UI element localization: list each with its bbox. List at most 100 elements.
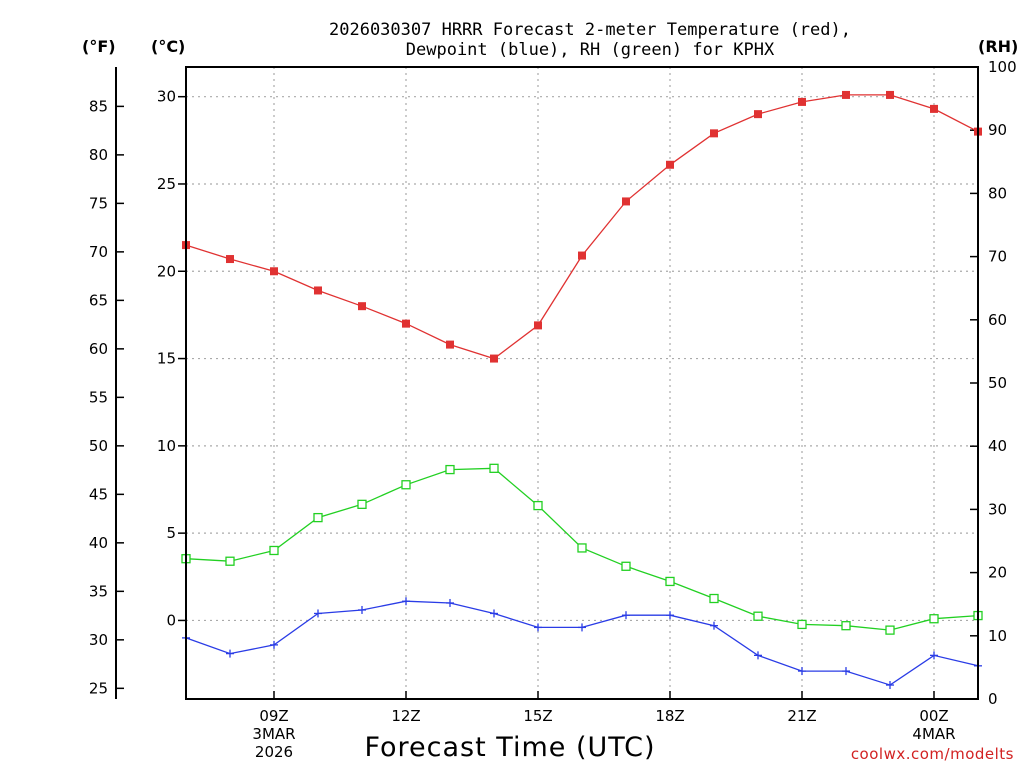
dewpoint-point	[930, 651, 938, 660]
fahrenheit-tick-label: 25	[89, 679, 108, 697]
celsius-tick-label: 5	[166, 524, 176, 542]
rh-tick-label: 50	[988, 374, 1007, 392]
fahrenheit-tick-label: 70	[89, 243, 108, 261]
dewpoint-point	[578, 623, 586, 632]
celsius-tick-label: 30	[157, 88, 176, 106]
rh-point	[929, 614, 939, 624]
rh-tick-label: 100	[988, 58, 1017, 76]
rh-point	[357, 499, 367, 509]
rh-point	[621, 561, 631, 571]
rh-tick-label: 70	[988, 248, 1007, 266]
x-tick-label: 12Z	[391, 707, 420, 725]
x-axis-title: Forecast Time (UTC)	[364, 732, 656, 763]
celsius-tick-label: 25	[157, 175, 176, 193]
rh-tick-label: 20	[988, 564, 1007, 582]
rh-point	[533, 500, 543, 511]
plot-frame	[185, 66, 979, 700]
x-tick-label: 00Z	[919, 707, 948, 725]
dewpoint-point	[666, 611, 674, 620]
dewpoint-point	[886, 681, 894, 690]
temperature-point	[842, 90, 850, 99]
dewpoint-point	[842, 667, 850, 676]
fahrenheit-tick-label: 30	[89, 631, 108, 649]
rh-unit-label: (RH)	[978, 37, 1019, 56]
rh-tick-label: 60	[988, 311, 1007, 329]
rh-point	[269, 545, 279, 556]
temperature-point	[798, 97, 806, 106]
x-tick-label: 09Z	[259, 707, 288, 725]
rh-point	[665, 576, 675, 587]
dewpoint-point	[402, 597, 410, 606]
celsius-tick-label: 20	[157, 262, 176, 280]
fahrenheit-tick-label: 55	[89, 388, 108, 406]
dewpoint-point	[446, 598, 454, 607]
temperature-point	[930, 104, 938, 113]
temperature-point	[270, 267, 278, 276]
rh-tick-label: 80	[988, 184, 1007, 202]
x-tick-label: 3MAR	[252, 725, 295, 743]
temperature-point	[754, 110, 762, 119]
fahrenheit-tick-label: 80	[89, 146, 108, 164]
rh-point	[577, 543, 587, 553]
chart-title-line-1: 2026030307 HRRR Forecast 2-meter Tempera…	[329, 20, 851, 40]
rh-point	[885, 625, 895, 635]
rh-point	[841, 621, 851, 631]
celsius-tick-label: 0	[166, 611, 176, 629]
dewpoint-point	[358, 605, 366, 614]
x-tick-label: 18Z	[655, 707, 684, 725]
fahrenheit-unit-label: (°F)	[82, 37, 116, 56]
rh-tick-label: 0	[988, 690, 998, 708]
rh-point	[797, 619, 807, 630]
grid-layer	[186, 67, 978, 699]
temperature-point	[358, 302, 366, 311]
fahrenheit-tick-label: 65	[89, 291, 108, 309]
dewpoint-point	[622, 611, 630, 620]
dewpoint-point	[226, 649, 234, 658]
rh-point	[489, 463, 499, 473]
rh-tick-label: 30	[988, 500, 1007, 518]
dewpoint-point	[534, 623, 542, 632]
rh-tick-label: 90	[988, 121, 1007, 139]
dewpoint-line	[185, 600, 979, 686]
x-tick-label: 4MAR	[912, 725, 955, 743]
fahrenheit-tick-label: 45	[89, 485, 108, 503]
fahrenheit-tick-label: 60	[89, 340, 108, 358]
series-layer	[181, 90, 983, 690]
rh-point	[753, 611, 763, 621]
chart-title-line-2: Dewpoint (blue), RH (green) for KPHX	[405, 40, 775, 60]
temperature-point	[226, 255, 234, 264]
rh-point	[445, 464, 455, 475]
fahrenheit-tick-label: 50	[89, 437, 108, 455]
temperature-point	[622, 197, 630, 206]
temperature-point	[666, 160, 674, 169]
dewpoint-point	[798, 667, 806, 676]
fahrenheit-tick-label: 75	[89, 194, 108, 212]
x-tick-label: 15Z	[523, 707, 552, 725]
temperature-line	[185, 94, 979, 360]
dewpoint-point	[314, 609, 322, 618]
rh-point	[313, 512, 323, 523]
dewpoint-point	[490, 609, 498, 618]
temperature-point	[446, 340, 454, 349]
dewpoint-point	[754, 651, 762, 660]
rh-point	[401, 480, 411, 490]
temperature-point	[402, 319, 410, 328]
temperature-point	[314, 286, 322, 295]
temperature-point	[710, 129, 718, 138]
x-tick-label: 2026	[255, 743, 293, 761]
dewpoint-point	[710, 621, 718, 630]
celsius-unit-label: (°C)	[151, 37, 186, 56]
x-tick-label: 21Z	[787, 707, 816, 725]
rh-tick-label: 10	[988, 627, 1007, 645]
celsius-tick-label: 10	[157, 437, 176, 455]
temperature-point	[886, 90, 894, 99]
fahrenheit-tick-label: 40	[89, 534, 108, 552]
rh-point	[709, 593, 719, 604]
temperature-point	[534, 321, 542, 330]
temperature-point	[578, 251, 586, 260]
axis-layer: 25 30 35 40 45 50 55 60 65 70 75 80 85 0 5 10 15 20 25 30 0 1…	[89, 58, 1017, 761]
source-credit[interactable]: coolwx.com/modelts	[850, 745, 1014, 763]
fahrenheit-tick-label: 35	[89, 582, 108, 600]
celsius-tick-label: 15	[157, 350, 176, 368]
